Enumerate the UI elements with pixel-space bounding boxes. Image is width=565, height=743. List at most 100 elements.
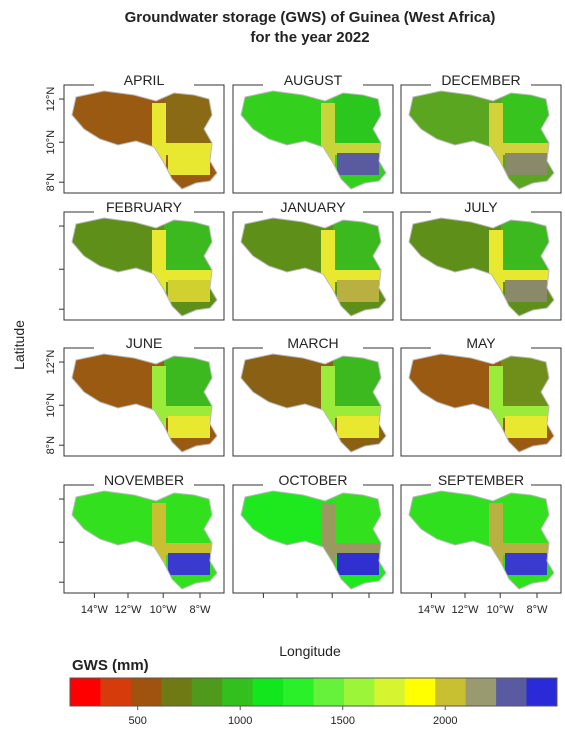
- map-panel: AUGUST: [232, 72, 394, 194]
- border: [71, 90, 218, 190]
- border: [408, 490, 555, 590]
- colorbar-tick-label: 500: [128, 715, 146, 727]
- label-bg: [431, 72, 531, 88]
- x-axis-label: Longitude: [279, 643, 341, 659]
- colorbar-tick-label: 2000: [433, 715, 457, 727]
- panel-name: AUGUST: [284, 72, 343, 88]
- map: [409, 491, 554, 589]
- panel-name: JULY: [464, 199, 498, 215]
- map: [241, 218, 386, 316]
- map: [409, 354, 554, 452]
- map-panel: APRIL 12°N 10°N 8°N: [45, 72, 225, 194]
- label-bg: [431, 199, 531, 215]
- region-east: [164, 491, 217, 545]
- region-east: [333, 218, 386, 272]
- map: [409, 91, 554, 189]
- map-panel: JUNE 12°N 10°N 8°N: [45, 335, 225, 457]
- region-strip: [152, 543, 217, 555]
- colorbar-swatch: [374, 678, 406, 706]
- y-tick-label: 10°N: [45, 393, 57, 418]
- region-southeast: [168, 153, 210, 175]
- y-tick-label: 10°N: [45, 130, 57, 155]
- x-tick-label: 14°W: [418, 604, 446, 616]
- region-east: [501, 354, 554, 408]
- label-bg: [94, 335, 194, 351]
- region-east: [501, 218, 554, 272]
- map: [241, 354, 386, 452]
- colorbar-swatch: [252, 678, 284, 706]
- title: Groundwater storage (GWS) of Guinea (Wes…: [125, 9, 496, 26]
- region-east: [333, 354, 386, 408]
- x-tick-label: 8°W: [527, 604, 549, 616]
- region-southeast: [168, 416, 210, 438]
- label-bg: [263, 472, 363, 488]
- region-east: [164, 354, 217, 408]
- panel-name: JUNE: [126, 335, 163, 351]
- y-tick-label: 8°N: [45, 436, 57, 455]
- region-southeast: [337, 280, 379, 302]
- y-tick-label: 12°N: [45, 87, 57, 112]
- x-tick-label: 10°W: [150, 604, 178, 616]
- border: [240, 90, 387, 190]
- colorbar-swatch: [100, 678, 132, 706]
- region-east: [501, 91, 554, 145]
- region-east: [164, 91, 217, 145]
- map-panel: MARCH: [232, 335, 394, 457]
- border: [71, 490, 218, 590]
- colorbar-title: GWS (mm): [72, 657, 149, 674]
- region-strip: [489, 270, 554, 282]
- region-southeast: [505, 416, 547, 438]
- region-southeast: [337, 416, 379, 438]
- region-strip: [152, 270, 217, 282]
- map-panel: JULY: [400, 199, 562, 321]
- map: [72, 491, 217, 589]
- panel-name: NOVEMBER: [104, 472, 184, 488]
- panel-name: FEBRUARY: [106, 199, 183, 215]
- colorbar-swatch: [526, 678, 558, 706]
- region-southeast: [168, 553, 210, 575]
- map-panel: FEBRUARY: [59, 199, 225, 321]
- colorbar-swatch: [404, 678, 436, 706]
- region-strip: [321, 270, 386, 282]
- region-strip: [489, 543, 554, 555]
- region-strip: [321, 406, 386, 418]
- map: [241, 91, 386, 189]
- panel-name: APRIL: [124, 72, 165, 88]
- label-bg: [263, 335, 363, 351]
- x-tick-label: 12°W: [114, 604, 142, 616]
- region-southeast: [168, 280, 210, 302]
- colorbar-swatch: [343, 678, 375, 706]
- region-east: [333, 91, 386, 145]
- region-strip: [152, 143, 217, 155]
- region-strip: [489, 143, 554, 155]
- border: [240, 353, 387, 453]
- border: [408, 217, 555, 317]
- map-panel: MAY: [400, 335, 562, 457]
- panel-name: JANUARY: [280, 199, 346, 215]
- label-bg: [94, 72, 194, 88]
- label-bg: [431, 335, 531, 351]
- panel-name: SEPTEMBER: [438, 472, 524, 488]
- region-strip: [152, 406, 217, 418]
- x-tick-label: 10°W: [487, 604, 515, 616]
- colorbar-frame: [69, 677, 558, 707]
- label-bg: [263, 72, 363, 88]
- colorbar-tick-label: 1000: [228, 715, 252, 727]
- map: [409, 218, 554, 316]
- colorbar-swatch: [496, 678, 528, 706]
- subtitle: for the year 2022: [250, 29, 369, 46]
- y-axis-label: Latitude: [11, 320, 27, 370]
- region-southeast: [505, 153, 547, 175]
- colorbar-swatch: [70, 678, 101, 706]
- region-southeast: [337, 553, 379, 575]
- colorbar-swatch: [465, 678, 497, 706]
- map: [72, 354, 217, 452]
- label-bg: [263, 199, 363, 215]
- label-bg: [94, 472, 194, 488]
- region-southeast: [505, 553, 547, 575]
- region-east: [333, 491, 386, 545]
- map-panel: JANUARY: [232, 199, 394, 321]
- colorbar-swatch: [191, 678, 223, 706]
- y-tick-label: 12°N: [45, 350, 57, 375]
